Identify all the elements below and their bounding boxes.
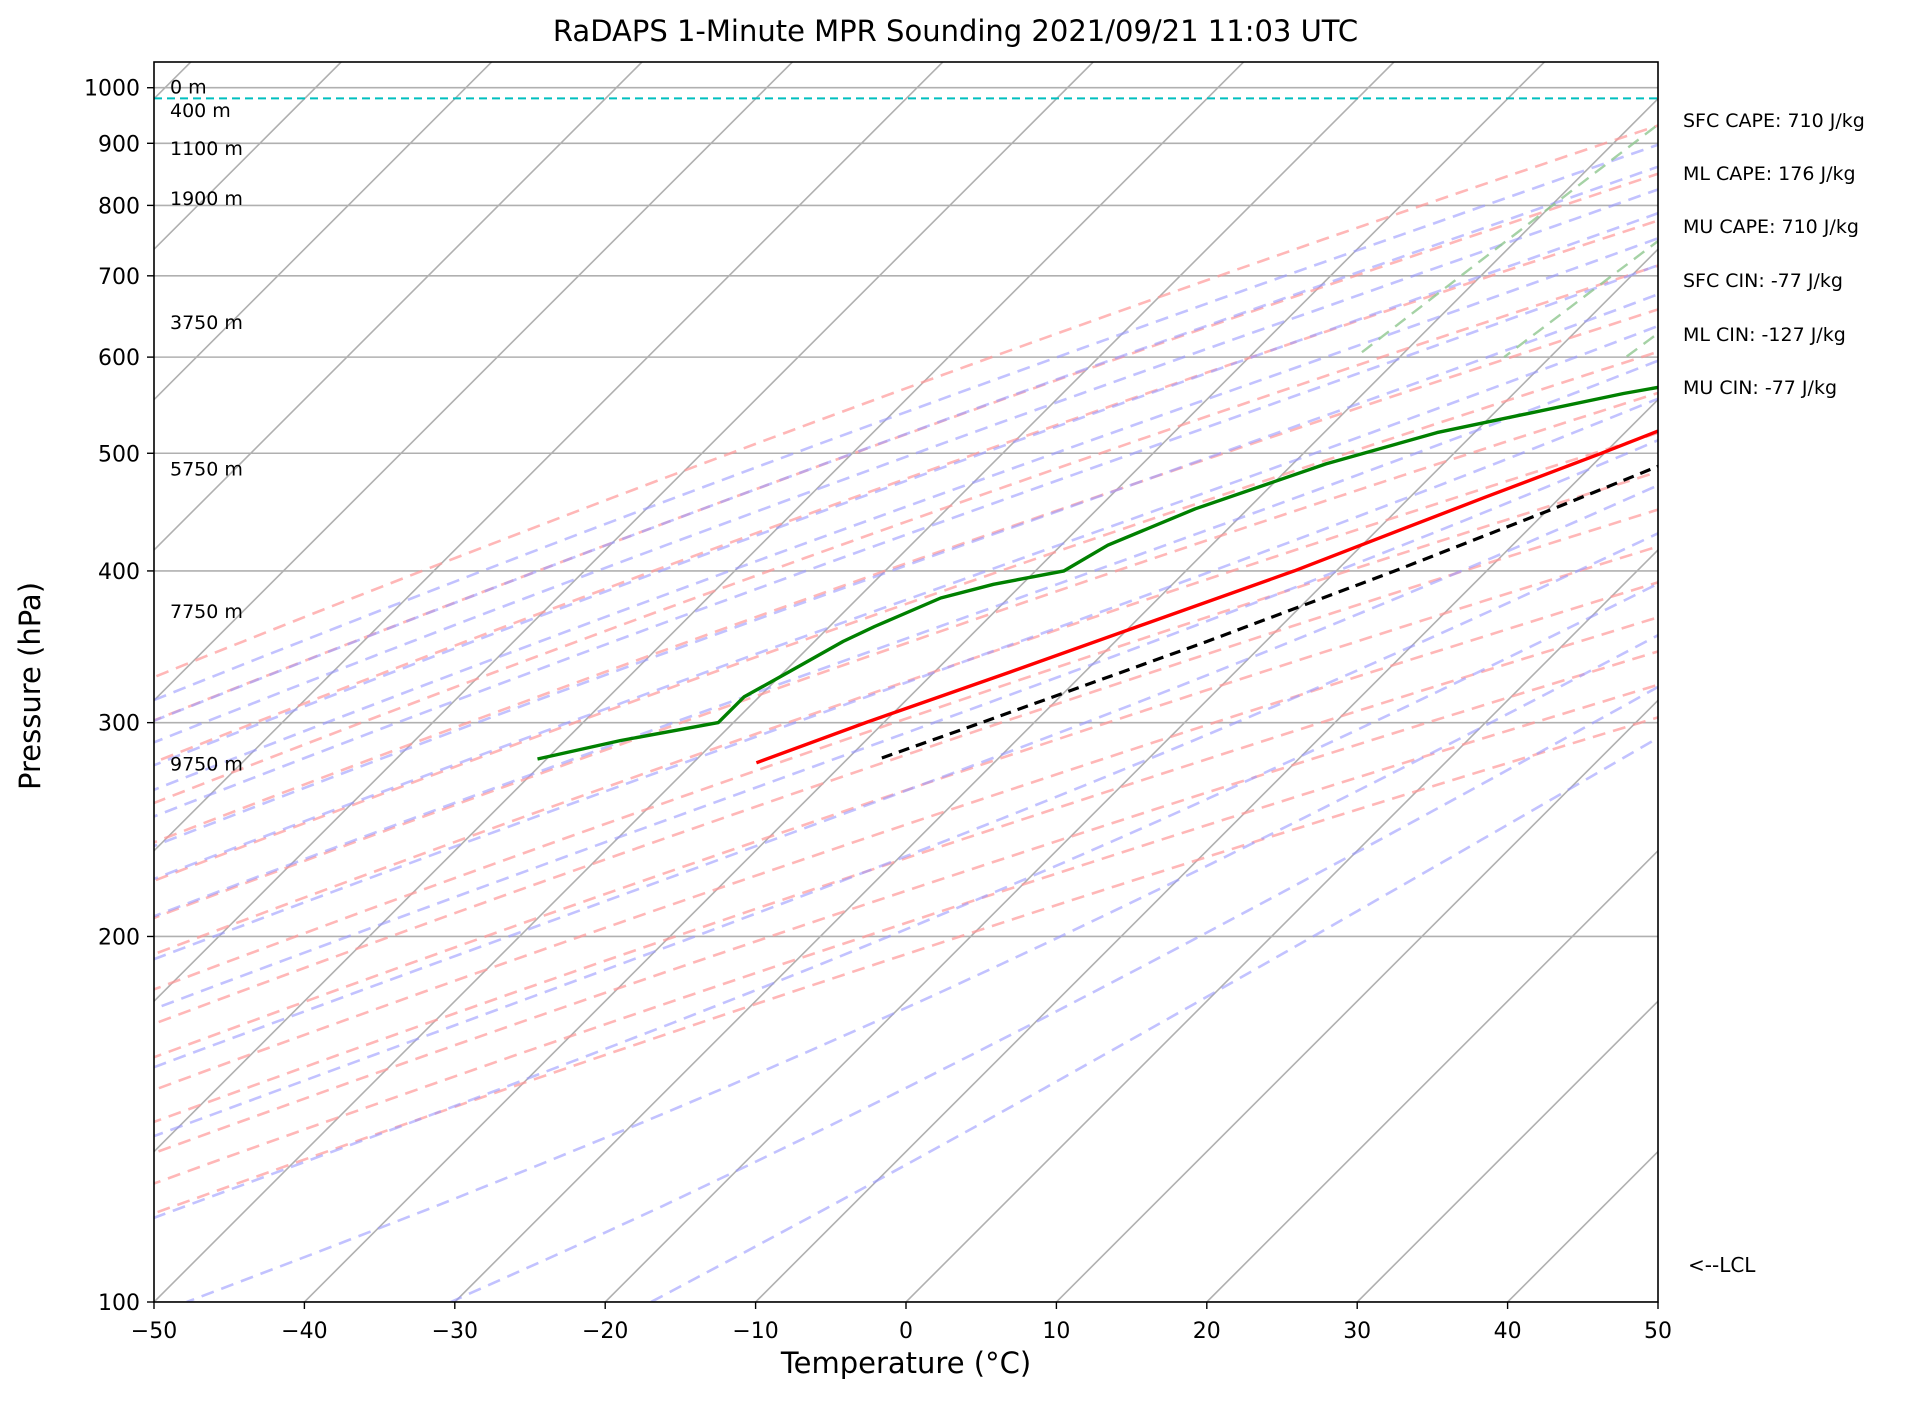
y-tick-label: 1000 [84,77,140,102]
mixing-ratio-line [1801,38,1911,358]
x-tick-label: 40 [1494,1319,1522,1344]
x-tick-label: −10 [732,1319,778,1344]
dry-adiabat [154,650,1658,1155]
dry-adiabat [154,470,1658,991]
dry-adiabat [154,264,1658,805]
moist-adiabat [154,438,1658,1011]
moist-adiabat [154,582,1658,1220]
x-tick-label: 20 [1193,1319,1221,1344]
x-tick-label: −30 [432,1319,478,1344]
height-label: 400 m [170,100,231,122]
isotherm-gridline [0,37,65,1357]
isotherm-gridline [754,398,1658,1302]
y-tick-label: 700 [98,265,140,290]
x-tick-label: −50 [131,1319,177,1344]
dry-adiabat [154,308,1658,844]
stat-sfc-cin: SFC CIN: -77 J/kg [1683,270,1843,292]
mixing-ratio-line [1897,38,1911,358]
y-tick-label: 600 [98,346,140,371]
height-label: 1100 m [170,138,243,160]
x-tick-label: 10 [1042,1319,1070,1344]
moist-adiabat [154,143,1658,702]
isotherm-gridline [154,62,944,852]
mixing-ratio-line [1701,38,1911,358]
moist-adiabat [154,324,1658,881]
isotherm-gridline [604,248,1658,1302]
dry-adiabat [154,716,1658,1215]
stat-mu-cape: MU CAPE: 710 J/kg [1683,216,1859,238]
dry-adiabat [154,391,1658,920]
dry-adiabat [154,124,1658,679]
y-tick-label: 300 [98,712,140,737]
isotherm-gridline [1356,1000,1658,1302]
isotherm-gridline [154,62,1095,1003]
stat-sfc-cape: SFC CAPE: 710 J/kg [1683,110,1865,132]
dry-adiabat [154,219,1658,764]
height-label: 9750 m [170,754,243,776]
height-label: 1900 m [170,188,243,210]
dry-adiabat [154,683,1658,1185]
isotherm-gridline [154,62,644,552]
dry-adiabat [154,545,1658,1059]
x-tick-label: 30 [1343,1319,1371,1344]
moist-adiabat [154,188,1658,744]
stat-ml-cin: ML CIN: -127 J/kg [1683,324,1846,346]
dry-adiabat [154,172,1658,722]
height-label: 3750 m [170,312,243,334]
y-tick-label: 400 [98,560,140,585]
dry-adiabat [154,508,1658,1026]
moist-adiabat [154,165,1658,723]
dry-adiabat [154,431,1658,956]
y-tick-label: 200 [98,925,140,950]
mixing-ratio-line [1354,123,1658,359]
x-tick-label: 50 [1644,1319,1672,1344]
isotherm-gridline [1205,849,1658,1302]
isotherm-gridline [154,62,794,702]
parcel-profile [878,464,1658,761]
isotherm-gridline [154,62,192,100]
isotherm-gridline [1055,699,1658,1302]
moist-adiabat [154,397,1658,961]
y-tick-label: 500 [98,442,140,467]
moist-adiabat [154,236,1658,792]
x-tick-label: −20 [582,1319,628,1344]
dry-adiabat [154,615,1658,1124]
x-axis-label: Temperature (°C) [780,1346,1032,1380]
isotherm-gridline [154,62,1396,1302]
mixing-ratio-line [1503,239,1658,359]
isotherm-gridline [453,97,1658,1302]
dry-adiabat [154,580,1658,1092]
stat-mu-cin: MU CIN: -77 J/kg [1683,377,1838,399]
isotherm-gridline [154,62,493,401]
isotherm-gridline [904,548,1658,1302]
y-tick-label: 800 [98,194,140,219]
height-label: 5750 m [170,458,243,480]
moist-adiabat [154,263,1658,818]
moist-adiabat [154,211,1658,767]
temperature-profile [755,429,1658,765]
lcl-label: <--LCL [1688,1253,1756,1277]
y-tick-label: 100 [98,1291,140,1316]
chart-title: RaDAPS 1-Minute MPR Sounding 2021/09/21 … [552,14,1359,48]
stat-ml-cape: ML CAPE: 176 J/kg [1683,163,1856,185]
moist-adiabat [154,531,1658,1138]
isotherm-gridline [303,62,1546,1302]
dewpoint-profile [537,385,1658,761]
height-label: 0 m [170,77,207,99]
isotherm-gridline [154,62,1245,1153]
x-tick-label: −40 [281,1319,327,1344]
height-label: 7750 m [170,601,243,623]
moist-adiabat [154,359,1658,918]
moist-adiabat [154,292,1658,848]
moist-adiabat [650,736,1658,1302]
moist-adiabat [154,483,1658,1069]
mixing-ratio-line [1625,331,1658,359]
dry-adiabat [154,350,1658,883]
y-tick-label: 900 [98,132,140,157]
x-tick-label: 0 [899,1319,913,1344]
